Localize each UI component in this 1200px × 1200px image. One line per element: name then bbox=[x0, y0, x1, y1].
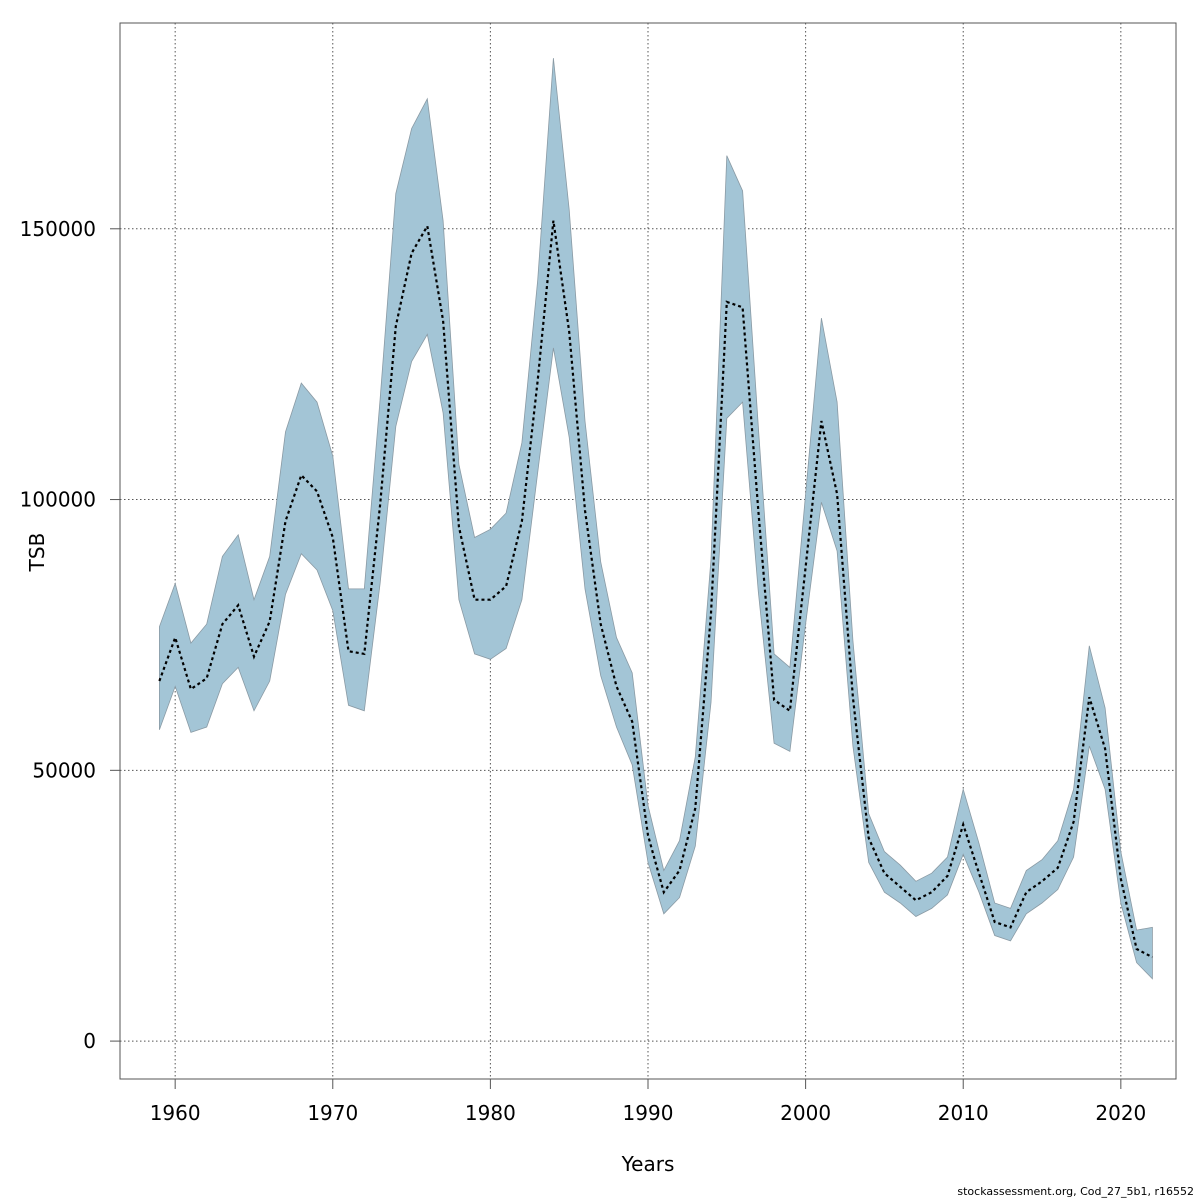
x-tick-label: 1960 bbox=[150, 1101, 201, 1125]
x-tick-label: 2000 bbox=[780, 1101, 831, 1125]
confidence-band bbox=[159, 58, 1153, 980]
x-axis: 1960 1970 1980 1990 2000 2010 2020 bbox=[150, 1078, 1146, 1125]
x-tick-label: 2010 bbox=[938, 1101, 989, 1125]
x-tick-label: 1990 bbox=[623, 1101, 674, 1125]
y-tick-label: 100000 bbox=[20, 488, 96, 512]
x-tick-label: 1980 bbox=[465, 1101, 516, 1125]
y-tick-label: 0 bbox=[83, 1029, 96, 1053]
footer-credit: stockassessment.org, Cod_27_5b1, r16552 bbox=[957, 1185, 1194, 1198]
tsb-line bbox=[158, 220, 1153, 959]
x-tick-label: 2020 bbox=[1095, 1101, 1146, 1125]
y-tick-label: 50000 bbox=[32, 758, 96, 782]
y-tick-label: 150000 bbox=[20, 217, 96, 241]
x-axis-label: Years bbox=[621, 1152, 675, 1176]
y-axis-label: TSB bbox=[25, 533, 49, 573]
x-tick-label: 1970 bbox=[307, 1101, 358, 1125]
y-axis: 0 50000 100000 150000 bbox=[20, 217, 121, 1053]
